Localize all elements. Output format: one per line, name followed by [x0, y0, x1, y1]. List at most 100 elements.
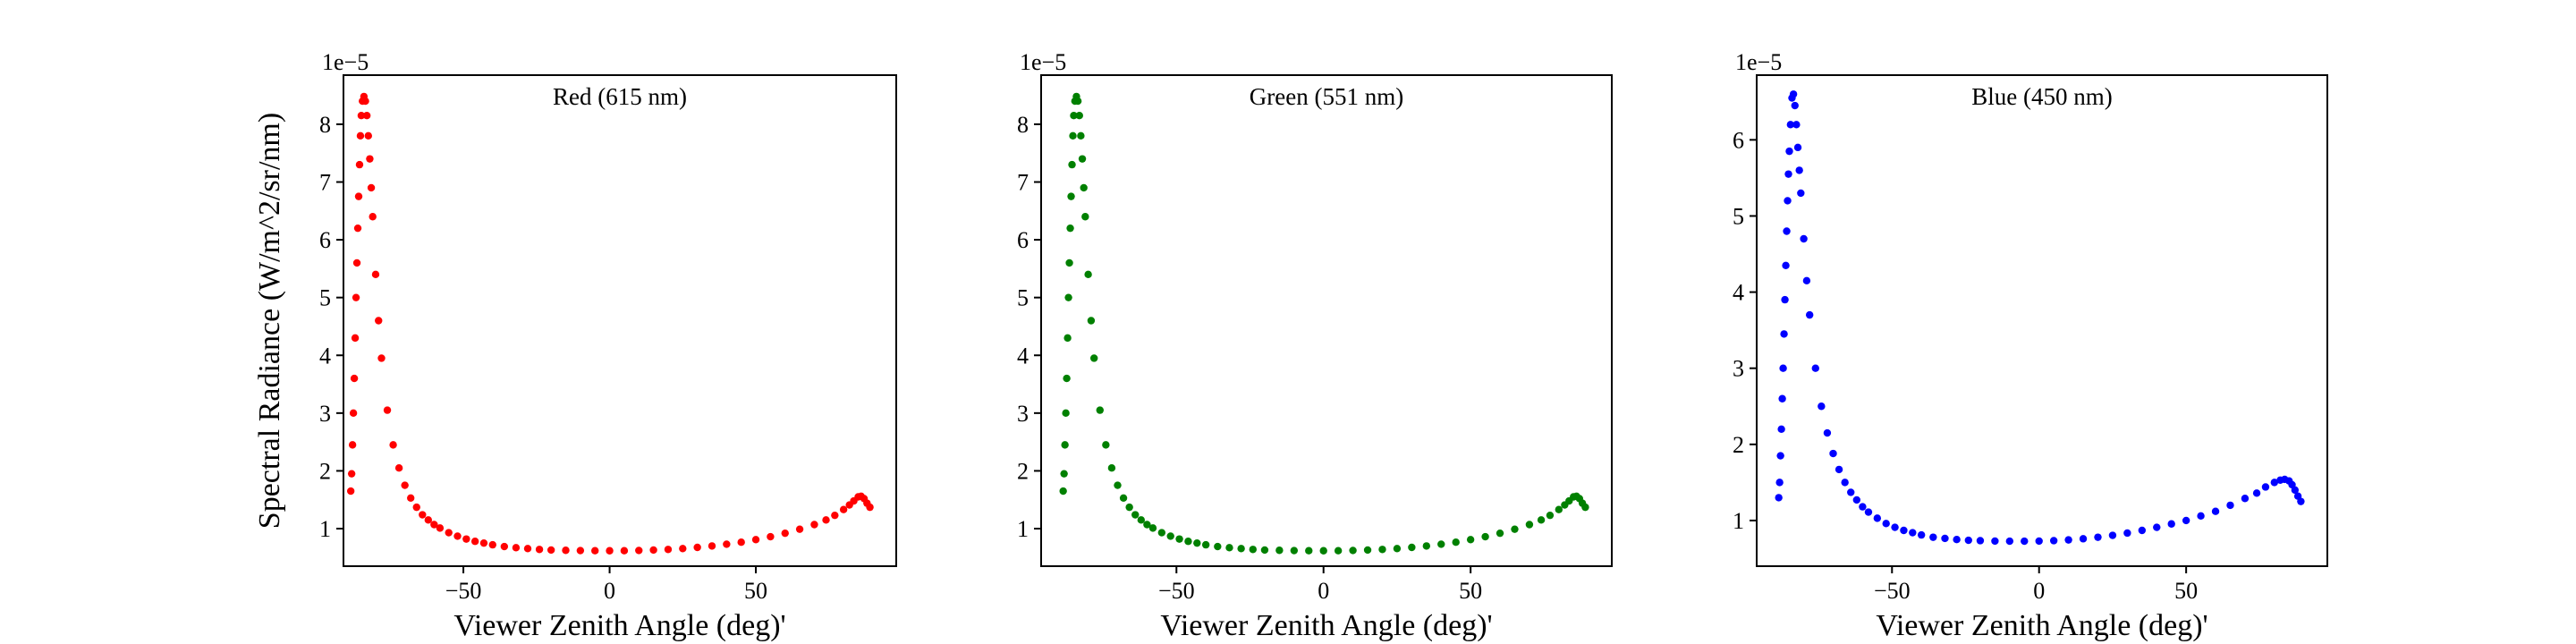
data-point — [679, 545, 687, 553]
y-tick-label: 1 — [319, 516, 331, 542]
data-point — [649, 546, 657, 555]
data-point — [1078, 155, 1087, 163]
data-point — [389, 441, 397, 449]
data-point — [355, 160, 364, 169]
data-point — [1237, 545, 1245, 553]
y-tick-label: 4 — [319, 343, 331, 369]
data-point — [2261, 483, 2270, 491]
data-point — [1452, 538, 1460, 547]
data-point — [366, 155, 374, 163]
data-point — [523, 545, 532, 553]
data-point — [1290, 547, 1299, 555]
series-1 — [1059, 92, 1589, 555]
panel-title: Red (615 nm) — [553, 83, 687, 110]
data-point — [839, 505, 848, 513]
data-point — [488, 540, 496, 549]
data-point — [364, 131, 372, 140]
data-point — [2079, 535, 2088, 543]
data-point — [356, 131, 365, 140]
data-point — [708, 542, 716, 550]
data-point — [500, 542, 509, 551]
data-point — [1225, 544, 1233, 552]
data-point — [2226, 501, 2234, 510]
data-point — [810, 521, 818, 529]
data-point — [383, 406, 392, 414]
data-point — [1061, 441, 1069, 449]
data-point — [2211, 507, 2220, 515]
data-point — [795, 525, 804, 533]
data-point — [1864, 508, 1873, 516]
x-axis-label: Viewer Zenith Angle (deg)' — [1160, 609, 1492, 642]
data-point — [2241, 495, 2250, 503]
data-point — [1069, 131, 1077, 140]
data-point — [591, 547, 599, 555]
data-point — [1789, 90, 1798, 98]
data-point — [1063, 334, 1072, 343]
x-tick-label: −50 — [445, 578, 482, 604]
data-point — [347, 470, 356, 478]
data-point — [1953, 536, 1961, 544]
data-point — [1779, 364, 1787, 372]
y-tick-label: 5 — [319, 285, 331, 311]
data-point — [2108, 531, 2117, 539]
data-point — [1437, 540, 1445, 548]
data-point — [1349, 547, 1357, 555]
data-point — [1166, 532, 1174, 540]
data-point — [354, 192, 363, 200]
data-point — [419, 511, 427, 519]
data-point — [1319, 547, 1327, 555]
data-point — [1797, 189, 1805, 198]
data-point — [751, 536, 760, 544]
y-offset-label: 1e−5 — [322, 49, 369, 75]
data-point — [781, 529, 789, 538]
data-point — [1784, 170, 1792, 178]
data-point — [1363, 546, 1372, 555]
panel-title: Blue (450 nm) — [1971, 83, 2112, 110]
data-point — [367, 183, 376, 192]
data-point — [767, 532, 775, 541]
data-point — [2064, 536, 2072, 544]
data-point — [1422, 542, 1431, 550]
data-point — [1581, 503, 1589, 512]
data-point — [1792, 121, 1801, 129]
chart-panel-1: 1 2 3 4 5 6 7 8 −50 0 50 1e−5 Red (615 nm) Viewer Zen… — [253, 49, 897, 642]
data-point — [1137, 516, 1146, 524]
y-tick-label: 2 — [1017, 458, 1029, 484]
chart-panel-3: 1 2 3 4 5 6 −50 0 50 1e−5 Blue (450 nm) Viewer Zeni… — [1733, 49, 2328, 642]
data-point — [1065, 258, 1073, 267]
data-point — [424, 516, 433, 524]
data-point — [412, 503, 420, 512]
data-point — [1334, 547, 1343, 555]
data-point — [2297, 497, 2305, 505]
x-axis-label: Viewer Zenith Angle (deg)' — [453, 609, 785, 642]
data-point — [1060, 470, 1068, 478]
data-point — [1102, 441, 1110, 449]
data-point — [576, 547, 585, 555]
data-point — [1068, 160, 1076, 169]
data-point — [1408, 543, 1416, 552]
data-point — [1818, 402, 1826, 411]
y-tick-label: 6 — [319, 227, 331, 253]
data-point — [2094, 533, 2102, 541]
data-point — [351, 334, 360, 343]
data-point — [1096, 406, 1104, 414]
y-tick-label: 3 — [319, 401, 331, 427]
data-point — [1537, 516, 1546, 524]
data-point — [2291, 486, 2300, 495]
data-point — [2153, 523, 2161, 531]
data-point — [1064, 293, 1072, 301]
data-point — [349, 409, 358, 418]
y-tick-label: 7 — [1017, 169, 1029, 195]
data-point — [1859, 503, 1867, 511]
data-point — [1778, 394, 1786, 402]
y-tick-label: 5 — [1733, 203, 1744, 229]
data-point — [445, 529, 453, 537]
data-point — [1941, 534, 1949, 543]
data-point — [1275, 547, 1284, 555]
data-point — [635, 547, 643, 555]
data-point — [1125, 503, 1133, 512]
data-point — [401, 481, 409, 489]
data-point — [362, 112, 371, 120]
data-point — [407, 494, 415, 502]
